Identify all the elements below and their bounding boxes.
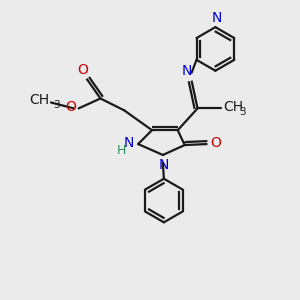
Text: O: O [65,100,76,114]
Text: O: O [210,136,221,150]
Text: O: O [77,63,88,77]
Text: 3: 3 [239,107,246,117]
Text: N: N [159,158,169,172]
Text: CH: CH [29,94,49,107]
Text: N: N [182,64,192,78]
Text: CH: CH [223,100,243,114]
Text: H: H [117,143,126,157]
Text: N: N [211,11,222,25]
Text: N: N [124,136,134,150]
Text: 3: 3 [53,100,59,110]
